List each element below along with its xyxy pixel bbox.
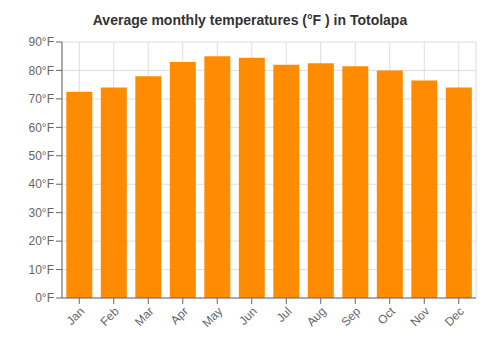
svg-text:Jan: Jan: [64, 304, 88, 328]
svg-text:Nov: Nov: [407, 304, 432, 329]
svg-text:90°F: 90°F: [29, 35, 54, 49]
svg-text:40°F: 40°F: [29, 177, 54, 191]
html-text:Average monthly temperatures (: Average monthly temperatures (°F ) in To…: [92, 12, 408, 28]
svg-text:50°F: 50°F: [29, 149, 54, 163]
svg-text:Feb: Feb: [97, 304, 122, 329]
svg-text:Sep: Sep: [338, 304, 363, 329]
svg-text:Jul: Jul: [274, 304, 295, 325]
svg-text:Oct: Oct: [375, 304, 399, 328]
svg-text:May: May: [199, 304, 225, 330]
svg-text:Mar: Mar: [132, 304, 157, 329]
svg-text:70°F: 70°F: [29, 92, 54, 106]
svg-text:Jun: Jun: [236, 304, 260, 328]
svg-text:0°F: 0°F: [35, 291, 54, 305]
svg-text:Aug: Aug: [304, 304, 329, 329]
svg-text:10°F: 10°F: [29, 263, 54, 277]
svg-text:Apr: Apr: [168, 304, 191, 327]
svg-text:Dec: Dec: [442, 304, 467, 329]
svg-text:60°F: 60°F: [29, 121, 54, 135]
svg-text:80°F: 80°F: [29, 64, 54, 78]
svg-text:30°F: 30°F: [29, 206, 54, 220]
svg-text:20°F: 20°F: [29, 234, 54, 248]
